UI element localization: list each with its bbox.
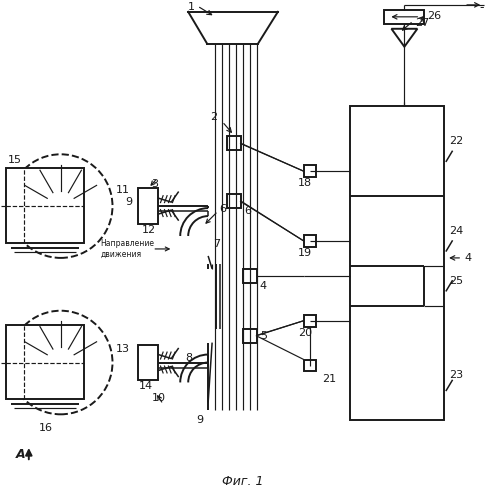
Bar [304,314,316,326]
Text: 18: 18 [298,178,312,188]
Text: 15: 15 [8,156,22,166]
Text: 27: 27 [416,18,430,28]
Bar [139,188,158,224]
Text: 6: 6 [219,204,226,214]
Text: A: A [16,448,26,460]
Text: 16: 16 [39,424,53,434]
Text: 3: 3 [151,179,158,189]
Text: 9: 9 [196,416,203,426]
Text: 13: 13 [116,344,129,353]
Text: 25: 25 [449,276,463,286]
Bar [304,235,316,247]
Bar [139,344,158,380]
Text: 14: 14 [139,382,153,392]
Text: Фиг. 1: Фиг. 1 [222,475,264,488]
Text: 6: 6 [244,206,251,216]
Bar [6,324,84,400]
Text: 21: 21 [322,374,336,384]
Text: 8: 8 [185,352,192,362]
Polygon shape [391,29,417,46]
Bar [304,166,316,177]
Bar [227,194,241,208]
Text: 26: 26 [427,11,441,21]
Text: 9: 9 [125,197,133,207]
Bar [6,168,84,243]
Text: 23: 23 [449,370,463,380]
Bar [227,136,241,150]
Text: 10: 10 [151,394,165,404]
Text: 19: 19 [298,248,312,258]
Text: 11: 11 [116,185,129,195]
Bar [243,328,257,342]
Text: 12: 12 [141,225,156,235]
Bar [384,10,424,24]
Text: 24: 24 [449,226,464,236]
Text: 2: 2 [210,112,217,122]
Bar [243,269,257,283]
Text: 1: 1 [188,2,195,12]
Text: -: - [480,2,484,15]
Text: 22: 22 [449,136,464,146]
Text: 4: 4 [260,281,267,291]
Bar [349,106,444,420]
Text: 20: 20 [298,328,312,338]
Text: Направление
движения: Направление движения [101,239,155,258]
Bar [304,360,316,372]
Text: 7: 7 [213,239,220,249]
Text: 4: 4 [464,253,471,263]
Text: 5: 5 [260,330,267,340]
